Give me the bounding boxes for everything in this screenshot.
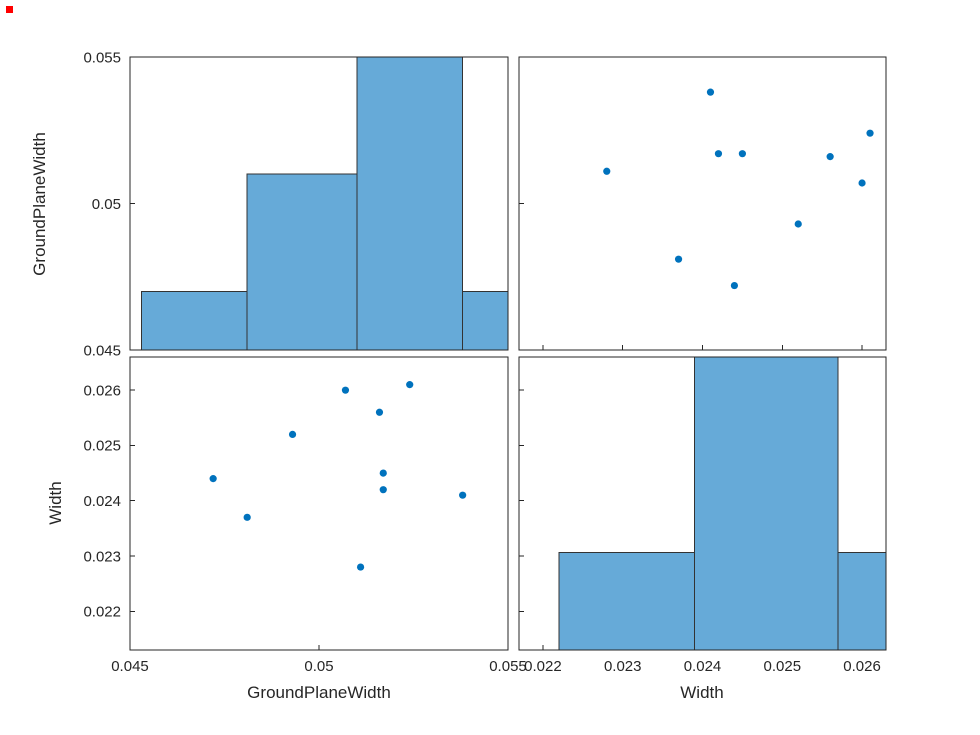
x-tick-label: 0.024	[684, 658, 722, 675]
axes-box	[129, 356, 509, 651]
x-tick-label: 0.026	[843, 658, 881, 675]
hist-bar	[462, 290, 509, 351]
axes-box	[518, 356, 887, 651]
scatter-point	[603, 167, 611, 175]
scatter-point	[730, 281, 739, 290]
y-tick-label: 0.022	[83, 604, 121, 621]
scatter-point	[858, 179, 866, 187]
hist-bar	[140, 290, 248, 351]
scatter-point	[356, 563, 365, 571]
scatter-point	[243, 513, 251, 521]
y-tick-label: 0.024	[83, 493, 121, 510]
scatter-point	[209, 475, 217, 483]
scatter-point	[341, 386, 350, 394]
axes-background	[130, 357, 508, 650]
y-tick-label: 0.026	[83, 382, 121, 399]
scatter-point	[459, 491, 467, 499]
y-tick-label: 0.045	[83, 342, 121, 359]
scatter-point	[379, 469, 387, 477]
xlabel-width: Width	[680, 683, 724, 702]
scatter-point	[288, 430, 297, 438]
scatter-point	[406, 381, 414, 389]
axes-box	[129, 56, 509, 351]
ylabel-groundplanewidth: GroundPlaneWidth	[30, 132, 49, 276]
y-tick-label: 0.023	[83, 548, 121, 565]
scatter-point	[794, 220, 802, 228]
hist-bar	[356, 56, 464, 351]
hist-bar	[246, 173, 358, 351]
scatter-point	[866, 129, 874, 137]
hist-bar	[558, 551, 696, 651]
hist-bar	[837, 551, 887, 651]
scatter-point	[379, 486, 387, 494]
y-tick-label: 0.025	[83, 438, 121, 455]
axes-background	[519, 57, 886, 350]
axes-box	[518, 56, 887, 351]
y-tick-label: 0.055	[83, 49, 121, 66]
ylabel-width: Width	[46, 481, 65, 525]
x-tick-label: 0.025	[764, 658, 802, 675]
scatter-point	[674, 255, 683, 263]
scatter-point	[375, 408, 384, 416]
y-tick-label: 0.05	[92, 196, 121, 213]
artifact-dot	[6, 6, 13, 13]
scatter-point	[826, 153, 834, 161]
scatter-point	[738, 150, 746, 158]
x-tick-label: 0.055	[489, 658, 527, 675]
hist-bar	[694, 356, 839, 651]
x-tick-label: 0.045	[111, 658, 149, 675]
xlabel-groundplanewidth: GroundPlaneWidth	[247, 683, 391, 702]
scatter-point	[706, 88, 715, 96]
x-tick-label: 0.05	[304, 658, 333, 675]
x-tick-label: 0.022	[524, 658, 562, 675]
x-tick-label: 0.023	[604, 658, 642, 675]
scatter-point	[714, 150, 723, 158]
